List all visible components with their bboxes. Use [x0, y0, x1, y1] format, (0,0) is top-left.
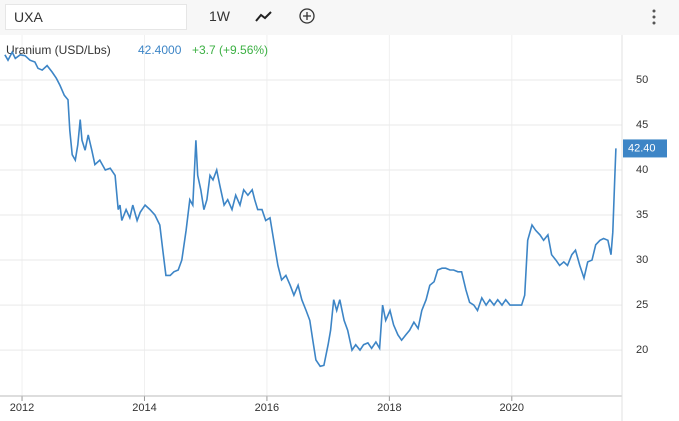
last-value-label: 42.40 — [628, 142, 656, 154]
add-icon[interactable] — [299, 8, 315, 24]
legend-change: +3.7 (+9.56%) — [192, 43, 268, 57]
menu-icon[interactable] — [652, 9, 656, 25]
interval-button[interactable]: 1W — [209, 8, 230, 24]
x-tick-label: 2014 — [132, 402, 156, 414]
x-tick-label: 2016 — [255, 402, 279, 414]
y-tick-label: 40 — [636, 164, 648, 176]
legend-name: Uranium (USD/Lbs) — [6, 43, 111, 57]
legend-price: 42.4000 — [138, 43, 182, 57]
y-tick-label: 35 — [636, 209, 648, 221]
chart: Uranium (USD/Lbs) 42.4000 +3.7 (+9.56%) … — [0, 35, 667, 421]
price-line — [4, 50, 617, 368]
last-value-box — [623, 139, 667, 158]
toolbar-icons — [255, 8, 656, 25]
y-tick-label: 45 — [636, 119, 648, 131]
x-tick-label: 2018 — [377, 402, 401, 414]
y-tick-label: 30 — [636, 254, 648, 266]
chart-type-icon[interactable] — [255, 11, 272, 22]
toolbar: UXA 1W — [0, 0, 679, 35]
y-tick-label: 50 — [636, 74, 648, 86]
x-tick-label: 2012 — [10, 402, 34, 414]
add-icon-plus — [303, 12, 311, 20]
y-tick-label: 25 — [636, 299, 648, 311]
x-tick-label: 2020 — [500, 402, 524, 414]
y-tick-label: 20 — [636, 344, 648, 356]
symbol-input[interactable]: UXA — [5, 4, 187, 30]
